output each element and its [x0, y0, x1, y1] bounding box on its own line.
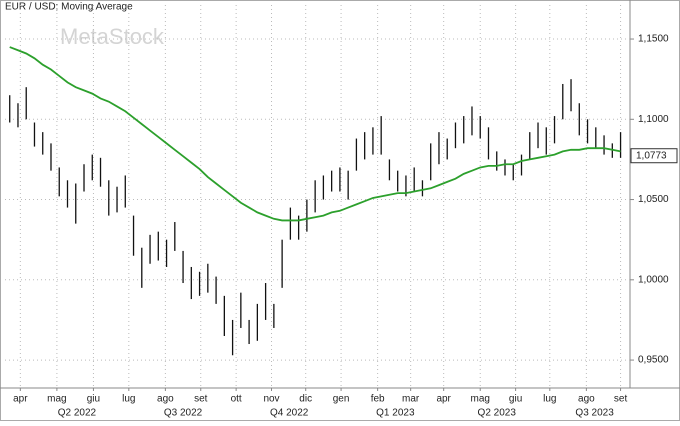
x-tick-label: lug	[543, 394, 556, 405]
quarter-label: Q3 2023	[575, 408, 614, 419]
watermark: MetaStock	[60, 24, 165, 49]
x-tick-label: nov	[263, 394, 279, 405]
x-tick-label: giu	[509, 394, 522, 405]
y-tick-label: 1,0500	[638, 194, 669, 205]
quarter-label: Q1 2023	[376, 408, 415, 419]
quarter-label: Q3 2022	[164, 408, 203, 419]
x-tick-label: ott	[231, 394, 242, 405]
x-tick-label: ago	[578, 394, 595, 405]
moving-average	[9, 46, 621, 222]
quarter-label: Q4 2022	[270, 408, 309, 419]
x-tick-label: gen	[333, 394, 350, 405]
last-price-label: 1,0773	[636, 150, 667, 161]
y-tick-label: 0,9500	[638, 355, 669, 366]
x-tick-label: apr	[13, 394, 28, 405]
x-tick-label: feb	[371, 394, 385, 405]
x-tick-label: giu	[87, 394, 100, 405]
x-tick-label: mag	[471, 394, 490, 405]
x-tick-label: mar	[402, 394, 420, 405]
quarter-label: Q2 2022	[58, 408, 97, 419]
y-tick-label: 1,1000	[638, 114, 669, 125]
x-tick-label: set	[194, 394, 208, 405]
x-tick-label: dic	[299, 394, 312, 405]
x-tick-label: apr	[436, 394, 451, 405]
x-tick-label: ago	[157, 394, 174, 405]
x-tick-label: mag	[47, 394, 66, 405]
last-price-box	[630, 148, 678, 164]
x-tick-label: set	[614, 394, 628, 405]
y-tick-label: 1,0000	[638, 274, 669, 285]
chart-title: EUR / USD; Moving Average	[5, 2, 133, 13]
quarter-label: Q2 2023	[478, 408, 517, 419]
y-tick-label: 1,1500	[638, 34, 669, 45]
x-tick-label: lug	[122, 394, 135, 405]
